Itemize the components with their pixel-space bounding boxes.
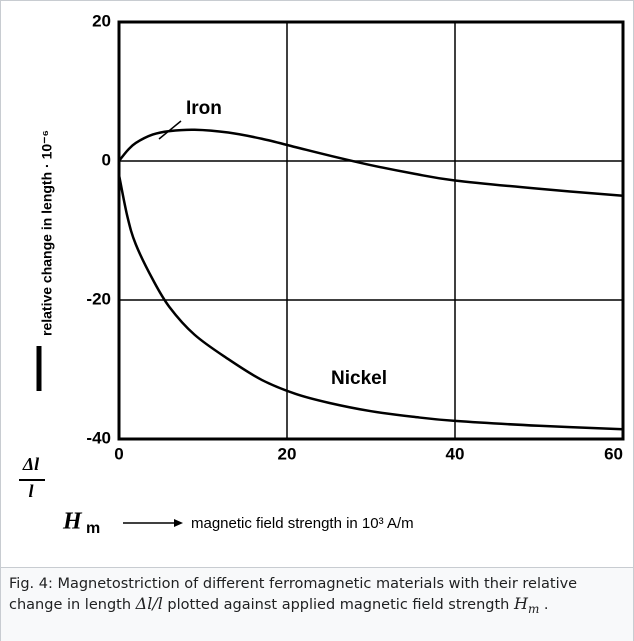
iron-pointer bbox=[158, 120, 182, 140]
caption-text: Fig. 4: Magnetostriction of different fe… bbox=[9, 576, 578, 613]
caption-text: plotted against applied magnetic field s… bbox=[162, 597, 514, 613]
x-tick-label: 40 bbox=[446, 444, 465, 463]
x-tick-label: 20 bbox=[278, 444, 297, 463]
caption-math: H bbox=[513, 594, 528, 613]
x-symbol-sub: m bbox=[86, 520, 100, 537]
x-tick-label: 60 bbox=[604, 444, 623, 463]
caption: Fig. 4: Magnetostriction of different fe… bbox=[1, 567, 633, 641]
x-symbol: H bbox=[62, 509, 83, 535]
chart: -40 -20 0 20 0 20 40 60 Iron Nickel relative chan… bbox=[19, 11, 625, 537]
y-axis-label: relative change in length · 10⁻⁶ bbox=[39, 130, 55, 336]
y-tick-label: -20 bbox=[86, 289, 111, 308]
y-tick-label: 0 bbox=[102, 150, 111, 169]
y-symbol-num: Δl bbox=[22, 454, 39, 474]
series-line bbox=[117, 174, 624, 431]
y-symbol-den: l bbox=[28, 481, 33, 501]
caption-text: . bbox=[539, 597, 549, 613]
caption-math: Δl/l bbox=[135, 594, 163, 613]
series-line bbox=[118, 128, 624, 197]
y-tick-label: -40 bbox=[86, 428, 111, 447]
x-tick-label: 0 bbox=[114, 444, 123, 463]
series-label: Nickel bbox=[331, 368, 387, 389]
y-tick-label: 20 bbox=[92, 11, 111, 30]
x-axis-label: magnetic field strength in 10³ A/m bbox=[191, 515, 414, 532]
caption-math-sub: m bbox=[527, 601, 540, 616]
series-label: Iron bbox=[186, 98, 222, 119]
x-arrow-head bbox=[174, 519, 183, 527]
